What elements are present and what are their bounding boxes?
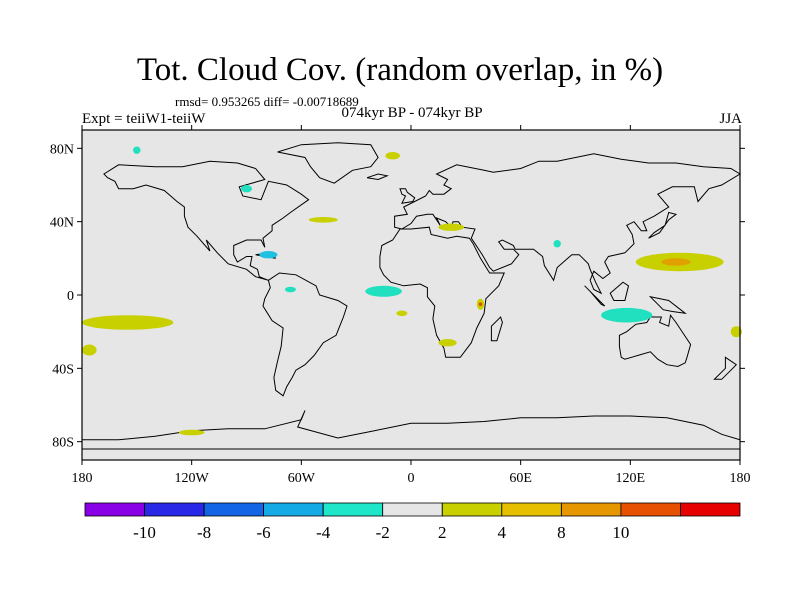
colorbar-label: -10 [133, 523, 156, 542]
patch-southern-ocean-positive [178, 429, 205, 436]
chart-title: Tot. Cloud Cov. (random overlap, in %) [136, 52, 664, 88]
x-tick-label: 180 [730, 471, 751, 486]
japan-outline [648, 211, 678, 239]
patch-mediterranean-positive [438, 223, 465, 231]
sumatra-outline [584, 285, 606, 307]
iceland-outline [366, 173, 389, 181]
south-america-outline [262, 272, 348, 397]
patch-s-atlantic-positive [396, 310, 408, 317]
anomaly-patches [82, 146, 742, 436]
patch-e-africa-core [478, 302, 483, 307]
experiment-label: Expt = teiiW1-teiiW [82, 111, 206, 127]
season-label: JJA [719, 111, 742, 127]
great-britain-outline [399, 188, 416, 204]
africa-outline [379, 226, 505, 358]
borneo-outline [609, 281, 630, 301]
y-tick-label: 0 [67, 289, 74, 304]
madagascar-outline [490, 316, 503, 342]
colorbar-label: -8 [197, 523, 211, 542]
axis-ticks: 180 120W 60W 0 60E 120E 180 80N 40N 0 40S 80S [50, 125, 751, 486]
colorbar-box [382, 502, 443, 517]
colorbar-box [620, 502, 681, 517]
x-tick-label: 60E [509, 471, 532, 486]
colorbar-box [680, 502, 741, 517]
patch-se-pacific-positive-2 [82, 344, 97, 356]
australia-outline [618, 313, 692, 368]
colorbar-label: -2 [376, 523, 390, 542]
colorbar-box [501, 502, 562, 517]
patch-se-pacific-positive [82, 315, 174, 330]
patch-s-africa-positive [438, 339, 457, 347]
new-zealand-outline [713, 356, 738, 380]
continents [81, 142, 741, 450]
north-america-outline [103, 160, 310, 281]
patch-atlantic-itcz-negative [365, 285, 402, 297]
patch-india-negative [553, 240, 561, 248]
colorbar-label: 2 [438, 523, 447, 542]
map-background [82, 130, 740, 460]
patch-indonesia-negative [601, 307, 653, 323]
greenland-outline [277, 142, 379, 184]
y-tick-label: 40S [52, 362, 74, 377]
new-guinea-outline [648, 295, 687, 315]
patch-n-america-negative [241, 185, 252, 193]
y-tick-label: 40N [50, 216, 74, 231]
stats-text: rmsd= 0.953265 diff= -0.00718689 [175, 94, 359, 109]
x-tick-label: 180 [72, 471, 93, 486]
colorbar-box [441, 502, 503, 517]
patch-n-atlantic-positive [308, 217, 338, 223]
x-tick-label: 0 [408, 471, 415, 486]
patch-caribbean-negative [259, 251, 278, 259]
colorbar-label: -4 [316, 523, 331, 542]
y-tick-label: 80S [52, 436, 74, 451]
colorbar-box [84, 502, 145, 517]
period-label: 074kyr BP - 074kyr BP [341, 105, 483, 121]
patch-w-pacific-core [661, 258, 691, 266]
patch-arctic-negative [133, 146, 141, 154]
colorbar: -10 -8 -6 -4 -2 2 4 8 10 [84, 502, 741, 542]
y-tick-label: 80N [50, 142, 74, 157]
patch-australia-positive [730, 326, 742, 338]
colorbar-label: 4 [498, 523, 507, 542]
patch-mid-atlantic-negative [284, 286, 296, 293]
patch-greenland-positive [385, 152, 401, 160]
eurasia-outline [394, 153, 741, 295]
colorbar-label: -6 [257, 523, 271, 542]
colorbar-box [263, 502, 324, 517]
colorbar-label: 8 [557, 523, 566, 542]
colorbar-box [322, 502, 384, 517]
x-tick-label: 60W [288, 471, 316, 486]
colorbar-box [203, 502, 265, 517]
colorbar-label: 10 [612, 523, 629, 542]
x-tick-label: 120W [175, 471, 210, 486]
colorbar-box [144, 502, 205, 517]
x-tick-label: 120E [616, 471, 646, 486]
colorbar-box [561, 502, 622, 517]
